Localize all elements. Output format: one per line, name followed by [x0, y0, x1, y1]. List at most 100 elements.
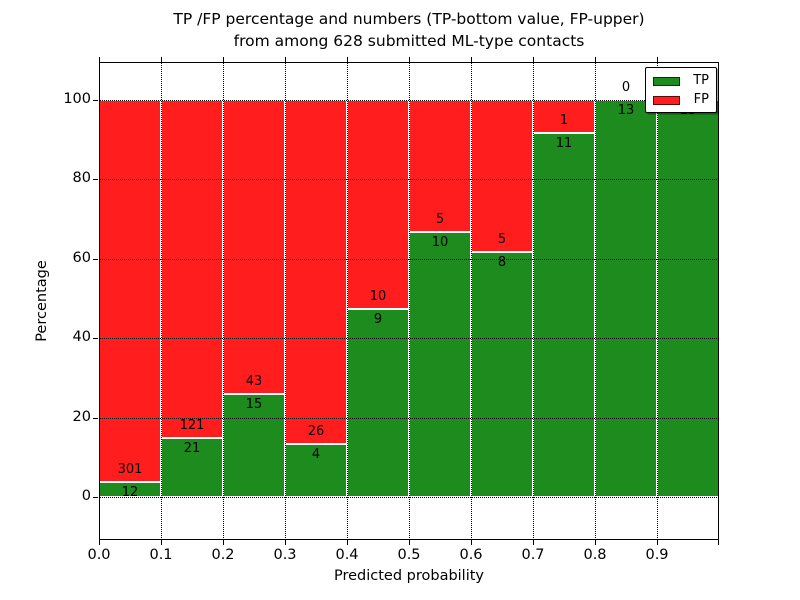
- x-tick-label: 0.6: [459, 547, 483, 563]
- y-gridline: [99, 338, 719, 339]
- x-tick-mark: [347, 540, 349, 545]
- x-tick-mark-top: [161, 57, 163, 62]
- y-tick-mark: [93, 497, 98, 499]
- x-gridline: [347, 62, 348, 540]
- x-tick-label: 0.3: [273, 547, 297, 563]
- legend-item: FP: [653, 93, 709, 107]
- tp-bar-segment: [595, 99, 657, 497]
- x-tick-label: 0.5: [397, 547, 421, 563]
- fp-count-label: 121: [179, 418, 205, 434]
- tp-count-label: 13: [617, 102, 635, 118]
- y-tick-label: 40: [72, 329, 91, 345]
- x-tick-mark-top: [595, 57, 597, 62]
- fp-count-label: 5: [497, 232, 507, 248]
- tp-count-label: 10: [431, 235, 449, 250]
- x-tick-mark: [99, 540, 101, 545]
- fp-bar-segment: [223, 99, 285, 395]
- y-gridline: [99, 99, 719, 101]
- tp-count-label: 9: [373, 311, 383, 327]
- x-tick-label: 0.2: [211, 547, 235, 563]
- x-tick-mark-top: [409, 57, 411, 62]
- x-tick-label: 0.7: [521, 547, 545, 563]
- x-gridline: [657, 62, 658, 540]
- fp-count-label: 5: [435, 212, 445, 227]
- x-gridline: [161, 62, 162, 540]
- fp-count-label: 10: [369, 288, 387, 304]
- fp-bar-segment: [161, 99, 223, 439]
- x-tick-mark: [718, 540, 720, 545]
- x-tick-mark-top: [533, 57, 535, 62]
- y-gridline: [99, 179, 719, 180]
- y-axis-label: Percentage: [34, 260, 50, 342]
- y-gridline: [99, 258, 719, 260]
- x-tick-mark-top: [223, 57, 225, 62]
- x-tick-label: 0.9: [645, 547, 669, 563]
- x-tick-mark-top: [347, 57, 349, 62]
- x-tick-mark-top: [99, 57, 101, 62]
- x-tick-mark: [595, 540, 597, 545]
- tp-bar-segment: [657, 99, 719, 497]
- x-tick-mark: [161, 540, 163, 545]
- y-tick-label: 60: [72, 249, 91, 266]
- y-tick-label: 20: [72, 408, 91, 425]
- fp-count-label: 26: [307, 424, 325, 439]
- x-tick-mark: [533, 540, 535, 545]
- y-tick-label: 80: [72, 170, 91, 186]
- y-tick-mark: [93, 417, 98, 419]
- page-subtitle: from among 628 submitted ML-type contact…: [233, 32, 585, 50]
- tp-bar-segment: [533, 132, 595, 497]
- legend-fp-swatch-icon: [653, 95, 680, 105]
- x-tick-label: 0.8: [583, 547, 607, 563]
- x-gridline: [223, 62, 224, 540]
- x-tick-label: 0.0: [87, 547, 111, 563]
- x-gridline: [533, 62, 534, 540]
- fp-count-label: 301: [117, 461, 143, 477]
- y-gridline: [99, 417, 719, 419]
- tp-count-label: 12: [121, 484, 139, 500]
- fp-count-label: 1: [559, 112, 569, 128]
- y-tick-mark: [93, 99, 98, 101]
- legend-tp-swatch-icon: [653, 76, 680, 86]
- tp-count-label: 15: [245, 397, 263, 413]
- x-gridline: [285, 62, 286, 540]
- x-gridline: [409, 62, 410, 540]
- fp-bar-segment: [471, 99, 533, 253]
- fp-count-label: 0: [621, 79, 631, 95]
- tp-bar-segment: [471, 252, 533, 497]
- legend-label: TP: [693, 73, 709, 88]
- tp-bar-segment: [409, 232, 471, 497]
- y-tick-label: 0: [81, 488, 91, 504]
- x-tick-mark: [223, 540, 225, 545]
- x-gridline: [471, 62, 472, 540]
- y-tick-mark: [93, 338, 98, 340]
- legend: TP FP: [645, 67, 717, 113]
- x-tick-label: 0.1: [149, 547, 173, 563]
- page-title: TP /FP percentage and numbers (TP-bottom…: [173, 10, 645, 28]
- x-tick-mark-top: [471, 57, 473, 62]
- x-axis-label: Predicted probability: [333, 568, 485, 584]
- x-tick-mark: [285, 540, 287, 545]
- x-tick-mark: [409, 540, 411, 545]
- x-tick-mark: [471, 540, 473, 545]
- tp-count-label: 8: [497, 255, 507, 271]
- fp-bar-segment: [99, 99, 161, 482]
- y-tick-mark: [93, 179, 98, 181]
- fp-count-label: 43: [245, 374, 263, 390]
- tp-count-label: 21: [183, 441, 201, 457]
- y-tick-label: 100: [63, 90, 91, 107]
- tp-bar-segment: [161, 438, 223, 497]
- x-tick-mark: [657, 540, 659, 545]
- y-gridline: [99, 497, 719, 498]
- y-tick-mark: [93, 258, 98, 260]
- fp-bar-segment: [285, 99, 347, 444]
- x-tick-label: 0.4: [335, 547, 359, 563]
- x-gridline: [595, 62, 596, 540]
- tp-count-label: 4: [311, 447, 321, 462]
- x-tick-mark-top: [657, 57, 659, 62]
- tp-count-label: 11: [555, 135, 573, 151]
- x-tick-mark-top: [285, 57, 287, 62]
- legend-item: TP: [653, 74, 709, 88]
- fp-bar-segment: [347, 99, 409, 309]
